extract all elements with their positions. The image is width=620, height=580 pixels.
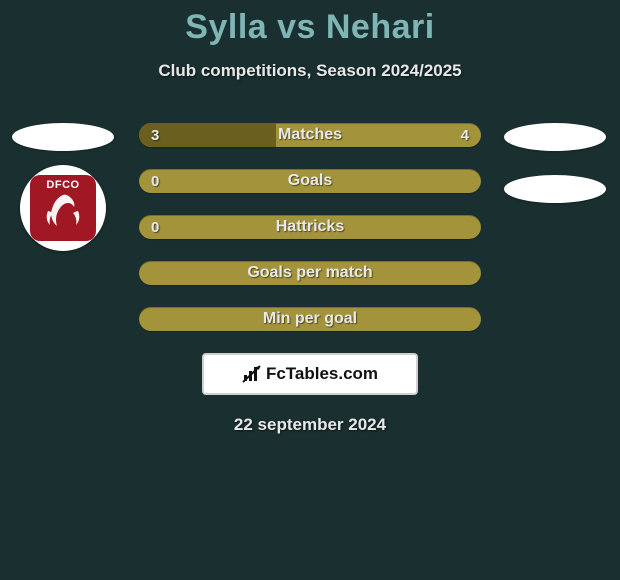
stat-bar-left-value: 0: [151, 215, 159, 239]
stat-bar: Min per goal: [139, 307, 481, 331]
stat-bar-label: Goals per match: [139, 261, 481, 285]
stat-bar-label: Min per goal: [139, 307, 481, 331]
stat-bar: Hattricks0: [139, 215, 481, 239]
left-club-crest: DFCO: [30, 175, 96, 241]
left-club-short: DFCO: [46, 179, 79, 191]
content-area: DFCO Matches34Goals0Hattricks0Goal: [0, 123, 620, 435]
right-player-col: [500, 123, 610, 203]
stat-bar-left-value: 0: [151, 169, 159, 193]
page-title: Sylla vs Nehari: [0, 0, 620, 47]
stat-bar-left-value: 3: [151, 123, 159, 147]
footer-date: 22 september 2024: [0, 415, 620, 435]
page-root: Sylla vs Nehari Club competitions, Seaso…: [0, 0, 620, 580]
stat-bar-label: Matches: [139, 123, 481, 147]
right-club-placeholder: [504, 175, 606, 203]
eagle-icon: [40, 191, 86, 231]
left-player-col: DFCO: [8, 123, 118, 251]
chart-icon: [242, 364, 262, 384]
stat-bars: Matches34Goals0Hattricks0Goals per match…: [139, 123, 481, 331]
left-player-placeholder: [12, 123, 114, 151]
left-club-logo: DFCO: [20, 165, 106, 251]
right-player-placeholder: [504, 123, 606, 151]
stat-bar: Matches3 4: [139, 123, 481, 147]
page-subtitle: Club competitions, Season 2024/2025: [0, 61, 620, 81]
attribution-box: FcTables.com: [202, 353, 418, 395]
stat-bar-label: Hattricks: [139, 215, 481, 239]
stat-bar: Goals per match: [139, 261, 481, 285]
attribution-text: FcTables.com: [266, 364, 378, 384]
stat-bar: Goals0: [139, 169, 481, 193]
stat-bar-label: Goals: [139, 169, 481, 193]
stat-bar-right-value: 4: [461, 123, 469, 147]
